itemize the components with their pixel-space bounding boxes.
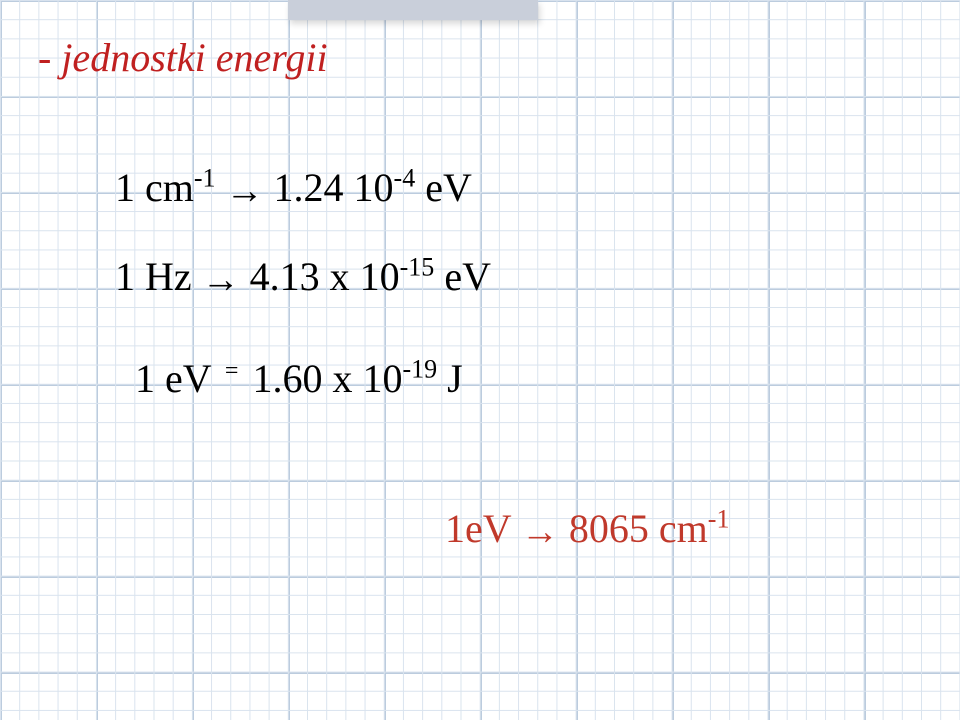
text-fragment: = <box>221 358 243 384</box>
equation-line: 1 eV = 1.60 x 10-19 J <box>135 355 463 402</box>
equation-line: 1 Hz → 4.13 x 10-15 eV <box>115 253 491 300</box>
text-fragment: 1.60 x 10 <box>242 356 402 401</box>
slide-heading: - jednostki energii <box>38 34 328 81</box>
top-decorative-bar <box>288 0 538 20</box>
text-fragment: eV <box>415 165 472 210</box>
text-fragment: 1.24 10 <box>264 165 394 210</box>
superscript: -4 <box>394 164 416 193</box>
text-fragment <box>216 165 226 210</box>
text-fragment: 1eV <box>445 506 521 551</box>
arrow-icon: → <box>202 259 240 302</box>
bottom-equation: 1eV → 8065 cm-1 <box>445 505 729 552</box>
text-fragment: 1 Hz <box>115 254 202 299</box>
text-fragment: 1 eV <box>135 356 221 401</box>
equation-line: 1 cm-1 → 1.24 10-4 eV <box>115 164 472 211</box>
arrow-icon: → <box>226 170 264 213</box>
superscript: -1 <box>708 505 730 534</box>
superscript: -15 <box>400 253 435 282</box>
text-fragment: 1 cm <box>115 165 194 210</box>
arrow-icon: → <box>521 511 559 554</box>
text-fragment: 8065 cm <box>559 506 708 551</box>
superscript: -1 <box>194 164 216 193</box>
text-fragment: 4.13 x 10 <box>240 254 400 299</box>
text-fragment: eV <box>434 254 491 299</box>
text-fragment: J <box>437 356 463 401</box>
superscript: -19 <box>402 355 437 384</box>
